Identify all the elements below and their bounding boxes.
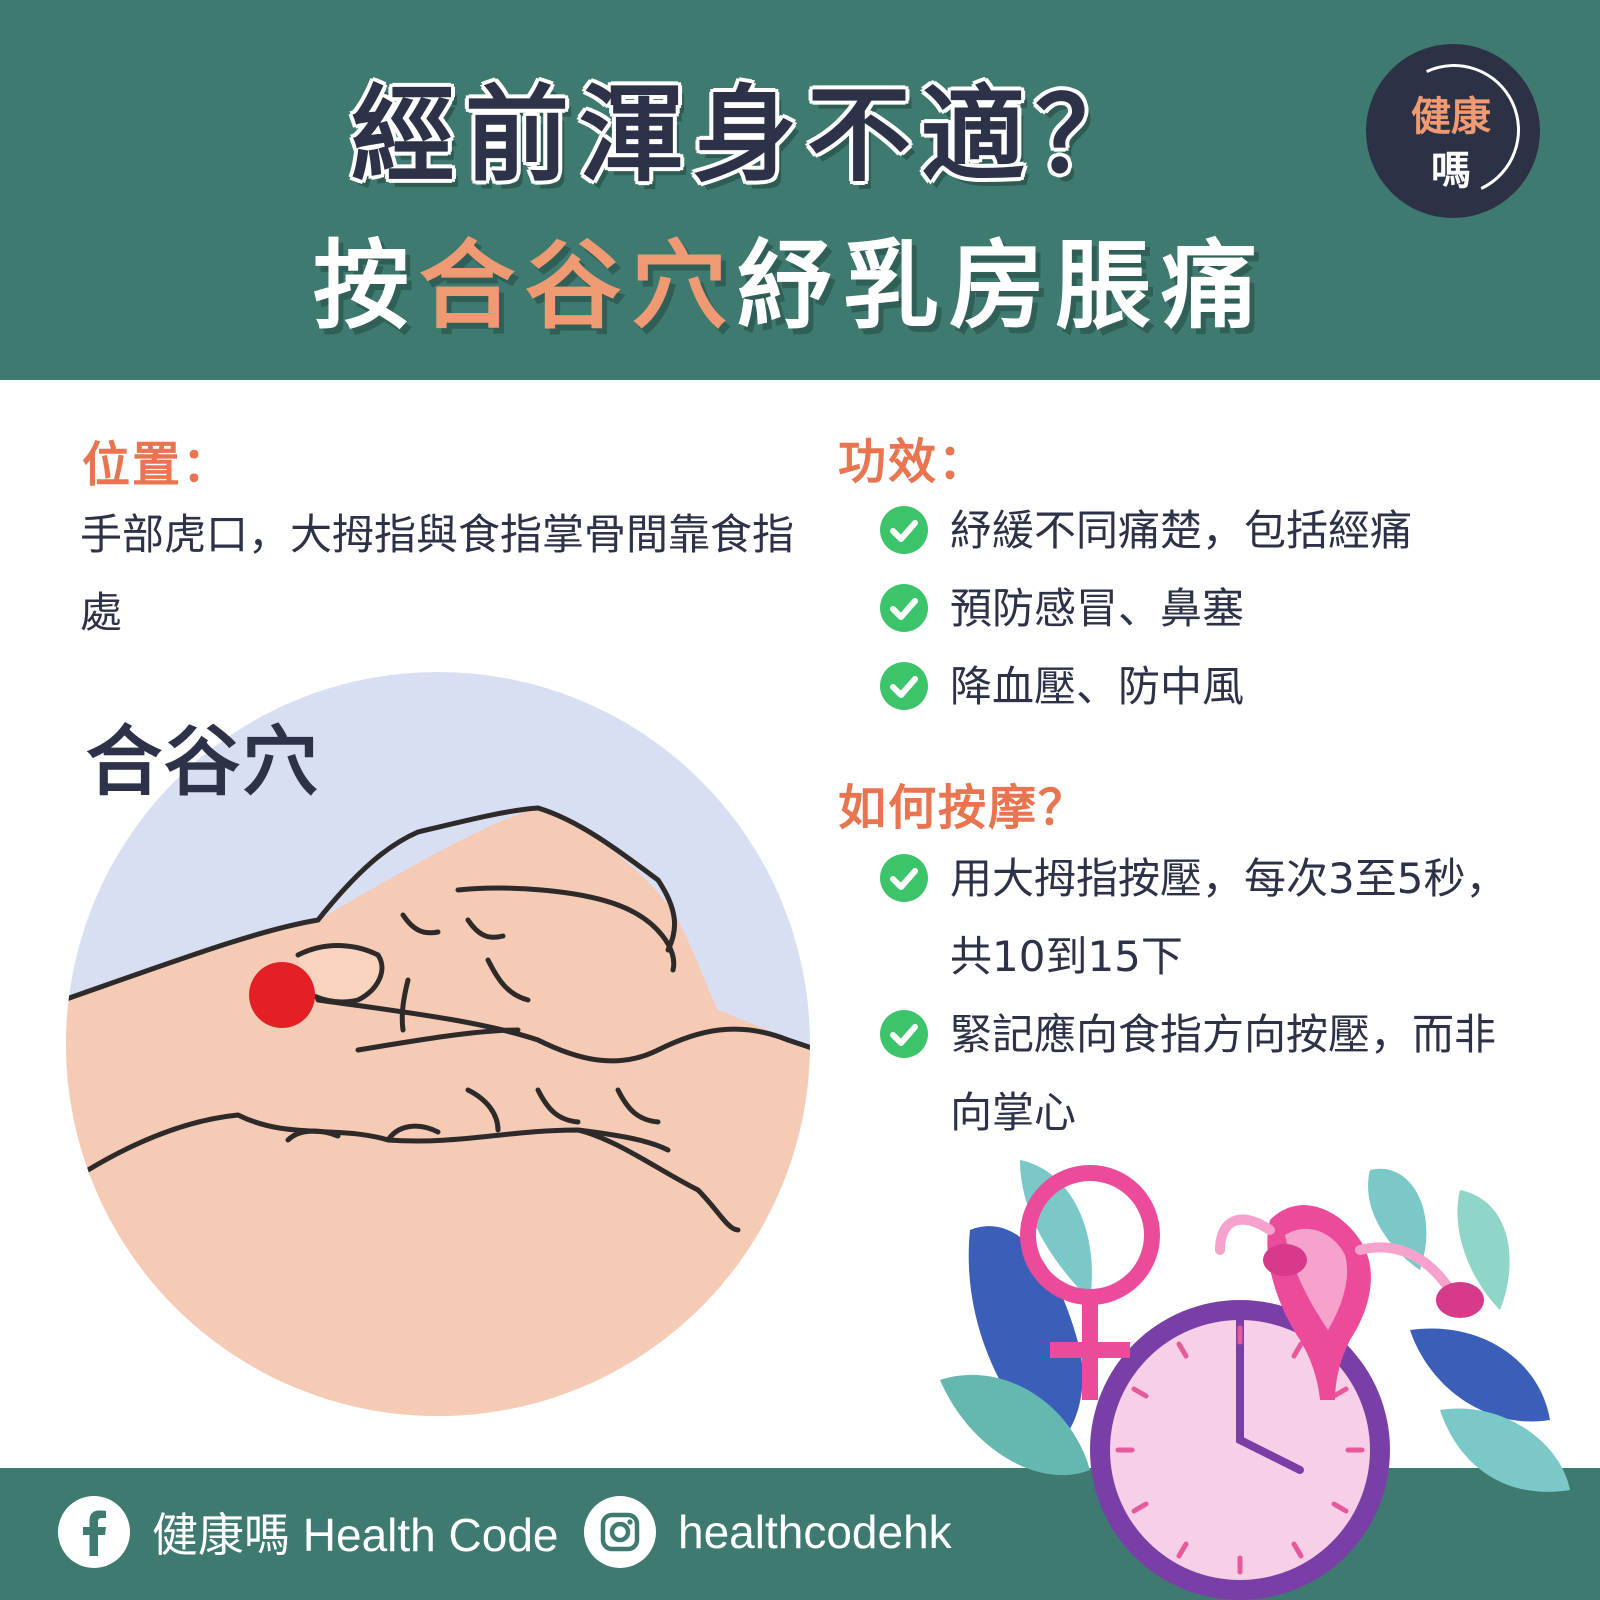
massage-heading: 如何按摩？	[838, 780, 1089, 836]
hand-acupoint-illustration	[66, 672, 810, 1416]
clock-face	[1110, 1320, 1370, 1580]
check-icon	[880, 584, 928, 632]
massage-item-text: 緊記應向食指方向按壓，而非向掌心	[950, 1010, 1497, 1137]
acupoint-label: 合谷穴	[86, 717, 320, 806]
hands-drawing	[66, 805, 810, 1416]
check-icon	[880, 854, 928, 902]
facebook-text: 健康嗎 Health Code	[152, 1509, 559, 1561]
leaf-shape	[1457, 1190, 1510, 1310]
facebook-icon	[58, 1496, 130, 1568]
check-icon	[880, 1010, 928, 1058]
acupoint-marker	[249, 962, 315, 1028]
subtitle-prefix: 按	[313, 230, 419, 342]
page-subtitle: 按合谷穴紓乳房脹痛	[0, 208, 1600, 347]
effect-item-text: 預防感冒、鼻塞	[950, 584, 1245, 633]
badge-text-bottom: 嗎	[1431, 148, 1471, 194]
leaf-shape	[940, 1374, 1090, 1476]
massage-item-text: 用大拇指按壓，每次3至5秒，共10到15下	[950, 854, 1508, 981]
effect-item: 紓緩不同痛楚，包括經痛	[880, 492, 1412, 570]
effect-item-text: 紓緩不同痛楚，包括經痛	[950, 506, 1413, 555]
subtitle-accent: 合谷穴	[419, 230, 737, 342]
facebook-link[interactable]: 健康嗎 Health Code	[58, 1496, 559, 1568]
instagram-text: healthcodehk	[678, 1506, 952, 1558]
location-heading: 位置：	[82, 437, 233, 493]
subtitle-suffix: 紓乳房脹痛	[737, 230, 1267, 342]
leaf-shape	[1410, 1328, 1550, 1422]
leaf-shape	[1368, 1168, 1427, 1270]
brand-logo-badge: 健康 嗎	[1366, 44, 1540, 218]
instagram-link[interactable]: healthcodehk	[584, 1496, 952, 1568]
massage-item: 緊記應向食指方向按壓，而非向掌心	[880, 996, 1540, 1152]
leaf-shape	[1440, 1408, 1570, 1492]
check-icon	[880, 662, 928, 710]
menstrual-cycle-decoration	[940, 1160, 1570, 1600]
effects-heading: 功效：	[838, 434, 989, 490]
badge-text-top: 健康	[1411, 94, 1491, 140]
instagram-icon	[584, 1496, 656, 1568]
uterus-illustration	[1215, 1205, 1484, 1400]
check-icon	[880, 506, 928, 554]
clock-hands	[1236, 1316, 1304, 1474]
clock-ticks	[1115, 1325, 1365, 1575]
page-title: 經前渾身不適？	[350, 74, 1149, 196]
effect-item: 降血壓、防中風	[880, 648, 1244, 726]
effect-item: 預防感冒、鼻塞	[880, 570, 1244, 648]
header-banner	[0, 0, 1600, 380]
location-description: 手部虎口，大拇指與食指掌骨間靠食指處	[80, 510, 795, 637]
effect-item-text: 降血壓、防中風	[950, 662, 1245, 711]
massage-item: 用大拇指按壓，每次3至5秒，共10到15下	[880, 840, 1540, 996]
